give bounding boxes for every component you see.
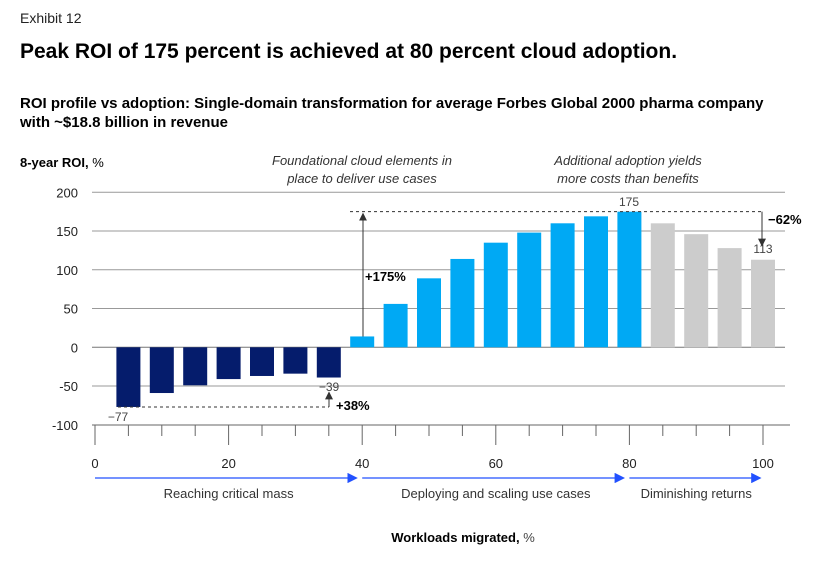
x-tick-label: 0 bbox=[91, 456, 98, 471]
annotation-minus62: −62% bbox=[768, 212, 802, 227]
stage-label: Reaching critical mass bbox=[164, 486, 295, 501]
x-tick-label: 80 bbox=[622, 456, 636, 471]
annotation-plus175: +175% bbox=[365, 269, 406, 284]
x-tick-label: 60 bbox=[489, 456, 503, 471]
bar bbox=[316, 347, 341, 378]
bar bbox=[283, 347, 308, 374]
bar bbox=[584, 216, 608, 348]
y-axis-label: 8-year ROI, % bbox=[20, 155, 104, 170]
bar bbox=[350, 336, 375, 348]
annotation-foundational-line2: place to deliver use cases bbox=[286, 171, 437, 186]
annotation-foundational-line1: Foundational cloud elements in bbox=[272, 153, 452, 168]
x-axis-label: Workloads migrated, % bbox=[391, 530, 535, 545]
y-tick-label: 50 bbox=[64, 302, 78, 317]
stage-label: Deploying and scaling use cases bbox=[401, 486, 591, 501]
annotation-additional-line1: Additional adoption yields bbox=[553, 153, 702, 168]
bar bbox=[450, 258, 475, 348]
x-tick-label: 20 bbox=[221, 456, 235, 471]
annotation-additional-line2: more costs than benefits bbox=[557, 171, 699, 186]
bar bbox=[216, 347, 241, 380]
bar bbox=[383, 303, 408, 348]
y-tick-label: 100 bbox=[56, 263, 78, 278]
exhibit-label: Exhibit 12 bbox=[20, 10, 82, 26]
bar bbox=[550, 223, 575, 348]
bar bbox=[717, 248, 742, 348]
bar bbox=[149, 347, 174, 394]
y-tick-label: -100 bbox=[52, 418, 78, 433]
data-label-first: −77 bbox=[108, 410, 129, 424]
bar bbox=[617, 211, 642, 348]
bar bbox=[250, 347, 274, 376]
y-tick-label: 150 bbox=[56, 224, 78, 239]
y-tick-label: 0 bbox=[71, 340, 78, 355]
x-tick-label: 100 bbox=[752, 456, 774, 471]
chart-subtitle: ROI profile vs adoption: Single-domain t… bbox=[20, 95, 764, 131]
bar bbox=[751, 259, 775, 348]
y-tick-label: -50 bbox=[59, 379, 78, 394]
bar bbox=[684, 234, 709, 348]
data-label-last: 113 bbox=[753, 242, 772, 256]
stage-label: Diminishing returns bbox=[641, 486, 753, 501]
bar bbox=[183, 347, 208, 386]
x-tick-label: 40 bbox=[355, 456, 369, 471]
annotation-plus38: +38% bbox=[336, 398, 370, 413]
bar bbox=[517, 232, 542, 348]
bar bbox=[417, 278, 441, 348]
bar bbox=[116, 347, 141, 407]
bar bbox=[650, 223, 675, 348]
data-label-peak: 175 bbox=[619, 195, 639, 209]
y-tick-label: 200 bbox=[56, 185, 78, 200]
chart-title: Peak ROI of 175 percent is achieved at 8… bbox=[20, 40, 678, 63]
bar bbox=[483, 242, 508, 348]
data-label-seventh: −39 bbox=[319, 380, 340, 394]
